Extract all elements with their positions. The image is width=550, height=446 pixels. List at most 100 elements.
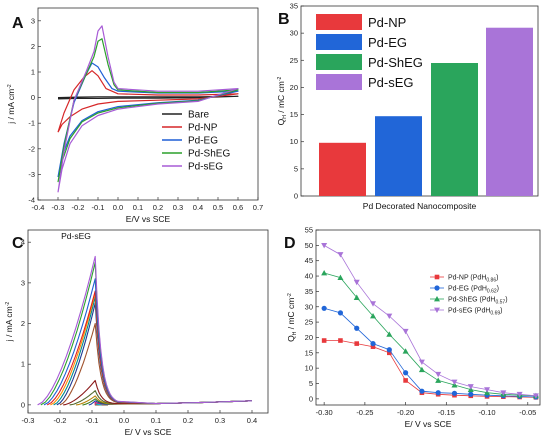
panel-d-legend-tail: ) bbox=[500, 308, 502, 315]
panel-d-y-axis-label-sub: H bbox=[292, 331, 298, 335]
panel-b-legend-swatch bbox=[316, 14, 362, 30]
panel-d-legend-tail: ) bbox=[496, 275, 498, 282]
panel-d-y-axis-label-part: / mC cm bbox=[286, 298, 296, 332]
panel-a-x-tick-label: -0.1 bbox=[92, 203, 105, 212]
panel-c-x-tick-label: 0.0 bbox=[119, 416, 129, 425]
panel-d-series-line bbox=[323, 245, 536, 397]
panel-c-series-line bbox=[46, 290, 253, 406]
panel-d-legend-name: Pd-sEG (PdH bbox=[448, 308, 490, 315]
panel-d-point bbox=[386, 347, 392, 353]
panel-b-legend-swatch bbox=[316, 74, 362, 90]
panel-c-x-axis-label: E/ V vs SCE bbox=[125, 427, 172, 437]
panel-a-y-tick-label: -2 bbox=[28, 144, 35, 153]
panel-d-point bbox=[435, 377, 442, 383]
panel-b-legend-label: Pd-ShEG bbox=[368, 55, 423, 70]
panel-a-x-tick-label: -0.4 bbox=[32, 203, 45, 212]
panel-d-legend-tail: ) bbox=[505, 297, 507, 304]
panel-a: -0.4 -0.3 -0.2 -0.1 0.0 0.1 0.2 0.3 0.4 0.5 0.6 0.7… bbox=[6, 7, 263, 224]
panel-b-legend-label: Pd-NP bbox=[368, 15, 406, 30]
panel-c-y-axis-label-sup: -2 bbox=[5, 302, 11, 307]
panel-d-series-line bbox=[323, 307, 536, 398]
panel-c-x-tick-label: -0.3 bbox=[22, 416, 35, 425]
panel-b-y-tick-label: 15 bbox=[290, 110, 298, 119]
panel-d-point bbox=[353, 279, 360, 286]
panel-d-y-tick-label: 30 bbox=[305, 302, 313, 311]
panel-d-x-axis-label: E/ V vs SCE bbox=[405, 419, 452, 429]
panel-b-legend-label: Pd-EG bbox=[368, 35, 407, 50]
panel-b-y-tick-label: 30 bbox=[290, 29, 298, 38]
panel-d-point bbox=[418, 366, 425, 373]
panel-a-legend-label: Pd-sEG bbox=[188, 162, 223, 173]
panel-a-x-tick-label: 0.5 bbox=[213, 203, 223, 212]
panel-d-point bbox=[354, 341, 360, 346]
panel-d-y-tick-label: 50 bbox=[305, 241, 313, 250]
panel-a-x-tick-label: -0.3 bbox=[52, 203, 65, 212]
panel-a-y-tick-label: 3 bbox=[31, 16, 35, 25]
panel-d-point bbox=[403, 378, 408, 383]
panel-d-point bbox=[468, 391, 474, 397]
panel-b-bar bbox=[319, 142, 366, 196]
panel-d-point bbox=[338, 338, 343, 343]
panel-a-legend-label: Pd-NP bbox=[188, 123, 218, 134]
panel-label-a: A bbox=[12, 15, 24, 32]
panel-b-y-axis-label-sup: -2 bbox=[277, 76, 283, 81]
panel-c-series-line bbox=[37, 255, 253, 406]
panel-d-y-tick-label: 20 bbox=[305, 333, 313, 342]
panel-d-point bbox=[353, 294, 360, 300]
panel-d-point bbox=[386, 331, 393, 337]
panel-c-y-tick-label: 1 bbox=[21, 360, 25, 369]
panel-a-y-axis-label: j / mA cm-2 bbox=[6, 84, 16, 125]
panel-a-x-tick-label: 0.2 bbox=[153, 203, 163, 212]
panel-d-frame bbox=[315, 229, 541, 406]
panel-d-point bbox=[418, 359, 425, 366]
panel-c-y-tick-label: 0 bbox=[21, 400, 25, 409]
panel-d-point bbox=[467, 384, 474, 390]
panel-a-y-tick-label: -3 bbox=[28, 170, 35, 179]
panel-d-point bbox=[321, 338, 327, 343]
panel-d-y-tick-label: 0 bbox=[309, 394, 313, 403]
panel-d-point bbox=[516, 391, 523, 398]
panel-c-series-line bbox=[40, 261, 253, 406]
panel-d-x-tick-label: -0.15 bbox=[438, 408, 455, 417]
panel-d-legend-label: Pd-EG (PdH0.62) bbox=[448, 286, 499, 295]
panel-d-point bbox=[337, 252, 344, 258]
panel-d-legend-label: Pd-NP (PdH0.86) bbox=[448, 275, 498, 284]
panel-c-y-axis-label: j / mA cm-2 bbox=[4, 302, 14, 343]
panel-b-y-tick-label: 5 bbox=[294, 164, 298, 173]
panel-d-point bbox=[354, 325, 360, 331]
panel-label-d: D bbox=[284, 235, 296, 252]
panel-a-y-tick-label: 2 bbox=[31, 42, 35, 51]
panel-b-y-tick-label: 0 bbox=[294, 192, 298, 201]
panel-c-x-tick-label: 0.4 bbox=[247, 416, 257, 425]
panel-d-legend-name: Pd-ShEG (PdH bbox=[448, 297, 495, 304]
panel-d-series-line bbox=[324, 340, 536, 398]
panel-d-point bbox=[337, 274, 344, 280]
panel-label-b: B bbox=[278, 11, 290, 28]
panel-b-y-tick-label: 25 bbox=[290, 56, 298, 65]
panel-c-series-line bbox=[43, 278, 253, 406]
panel-d-legend-name: Pd-EG (PdH bbox=[448, 286, 487, 293]
panel-d-point bbox=[370, 340, 376, 347]
panel-b-legend-swatch bbox=[316, 54, 362, 70]
panel-d-point bbox=[403, 370, 409, 376]
panel-a-x-tick-label: 0.0 bbox=[113, 203, 123, 212]
panel-d-point bbox=[434, 307, 440, 313]
panel-b-bar bbox=[486, 27, 533, 197]
panel-b: 0 5 10 15 20 25 30 35 Pd Decorated Nanocomposite… bbox=[276, 2, 539, 211]
panel-c-frame bbox=[27, 229, 269, 414]
panel-d-y-tick-label: 35 bbox=[305, 287, 313, 296]
panel-label-c: C bbox=[12, 235, 24, 252]
panel-a-series-line bbox=[57, 38, 239, 183]
panel-a-frame bbox=[37, 7, 259, 201]
panel-b-x-axis-label: Pd Decorated Nanocomposite bbox=[363, 201, 477, 211]
panel-d-y-tick-label: 25 bbox=[305, 318, 313, 327]
panel-d-x-tick-label: -0.25 bbox=[356, 408, 373, 417]
panel-a-legend-label: Pd-EG bbox=[188, 136, 218, 147]
panel-d-point bbox=[402, 328, 409, 335]
panel-d-point bbox=[370, 301, 377, 307]
panel-c-x-tick-label: 0.3 bbox=[215, 416, 225, 425]
panel-d-y-axis-label-sup: -2 bbox=[287, 293, 293, 298]
panel-a-series-line bbox=[57, 25, 239, 193]
panel-d-point bbox=[370, 312, 377, 319]
panel-d-y-tick-label: 5 bbox=[309, 379, 313, 388]
